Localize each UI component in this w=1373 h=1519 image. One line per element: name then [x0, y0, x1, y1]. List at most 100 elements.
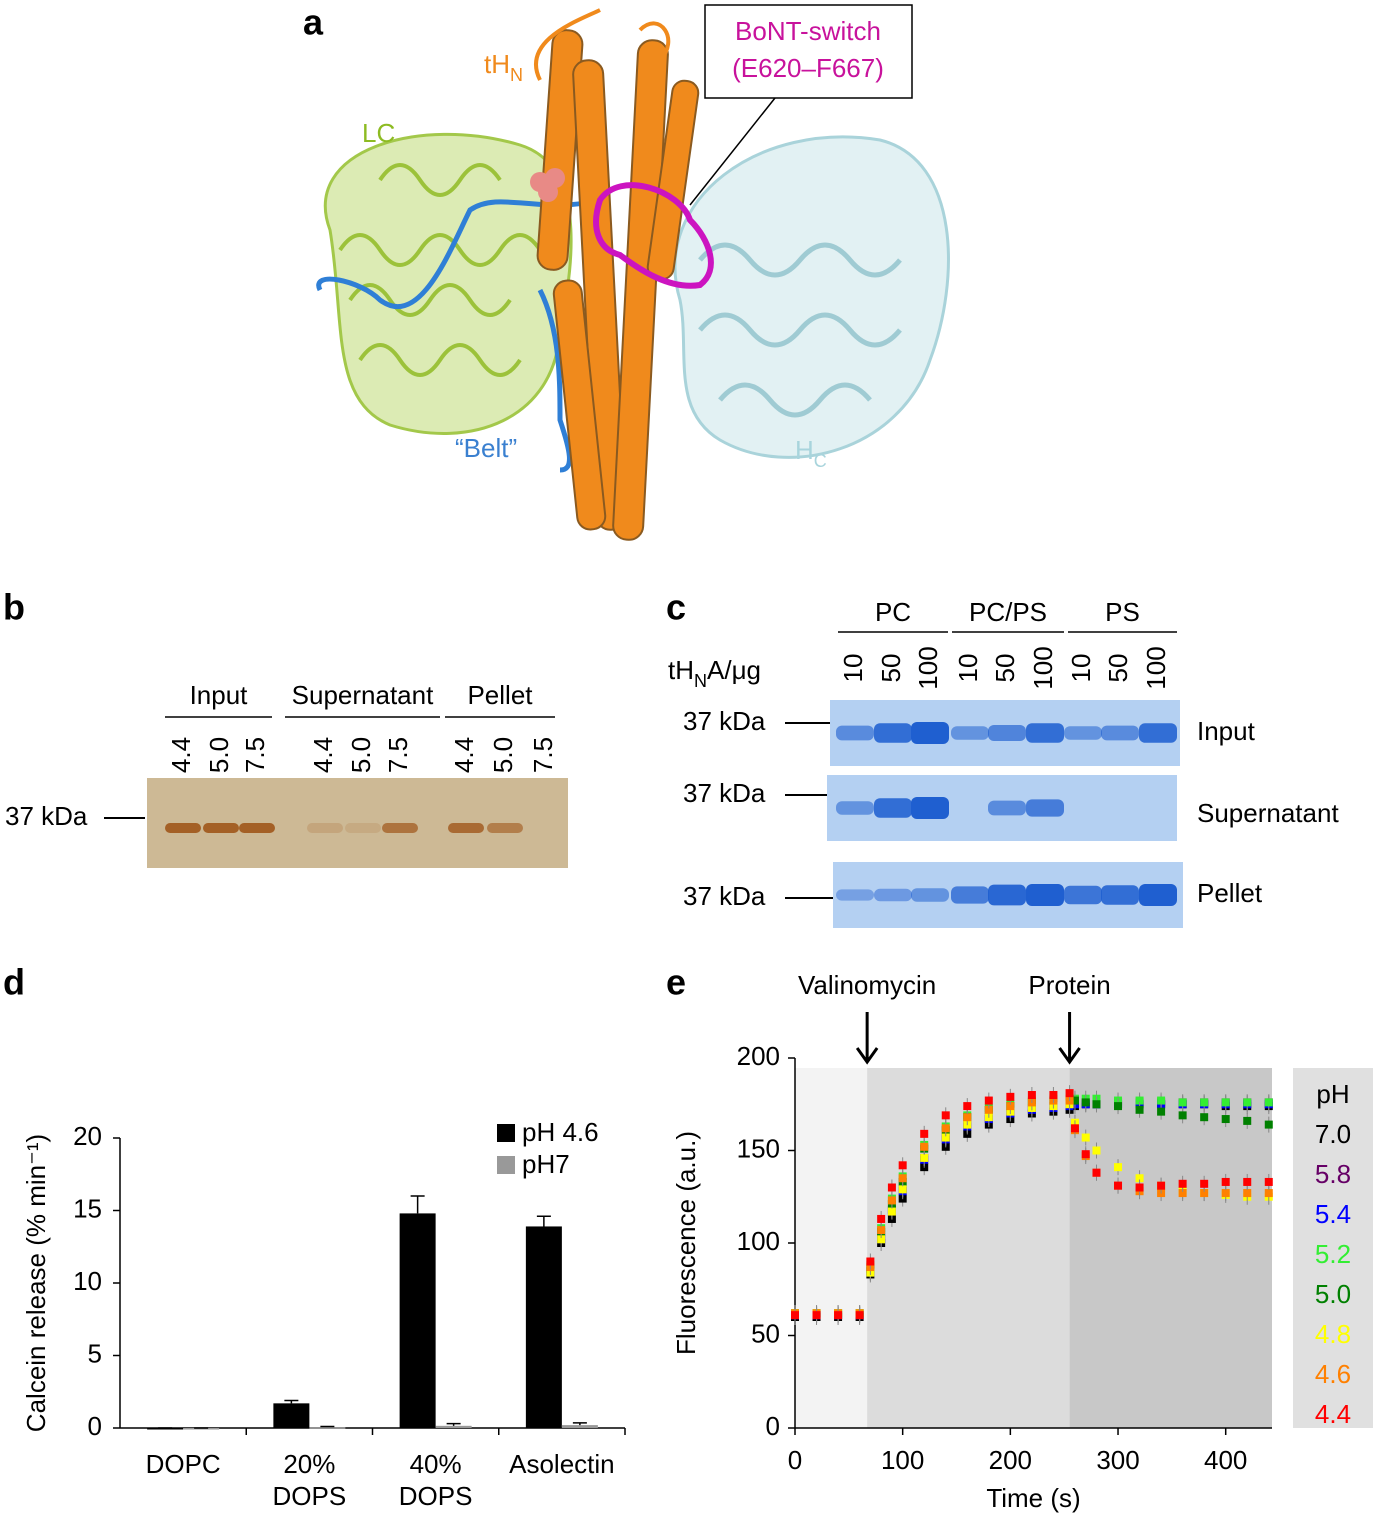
lane-label: 7.5 [240, 737, 270, 773]
lane-label: 50 [990, 654, 1020, 683]
lane-label: 5.0 [346, 737, 376, 773]
data-point [877, 1214, 886, 1223]
legend-label: 5.4 [1315, 1199, 1351, 1229]
gel-band [1139, 723, 1177, 743]
gel-band [1064, 726, 1102, 740]
data-point [941, 1111, 950, 1120]
lane-label: 10 [953, 654, 983, 683]
gel-band [988, 725, 1026, 741]
data-point [834, 1311, 843, 1320]
data-point [1178, 1189, 1187, 1198]
switch-pointer [689, 97, 776, 206]
data-point [877, 1235, 886, 1244]
data-point [1092, 1168, 1101, 1177]
label-main: H [795, 435, 814, 465]
lane-label: 10 [1066, 654, 1096, 683]
data-point [1092, 1100, 1101, 1109]
data-point [941, 1124, 950, 1133]
annotation: Valinomycin [798, 970, 936, 1000]
data-point [1070, 1124, 1079, 1133]
panel-label: a [303, 2, 324, 43]
data-point [920, 1129, 929, 1138]
group-label: PC [875, 597, 911, 627]
gel-band [951, 726, 989, 740]
bar [309, 1427, 346, 1429]
gel-band [911, 797, 949, 819]
data-point [1178, 1179, 1187, 1188]
error-bar [410, 1195, 425, 1214]
lc-coils [338, 163, 542, 377]
hc-label: HC [795, 435, 827, 471]
group-label: Input [190, 680, 249, 710]
gel-band [836, 801, 874, 815]
y-tick-label: 10 [73, 1266, 102, 1296]
error-bar [284, 1399, 299, 1404]
data-point [898, 1174, 907, 1183]
data-point [1221, 1189, 1230, 1198]
gel-band [911, 888, 949, 902]
data-point [1135, 1096, 1144, 1105]
data-point [1264, 1177, 1273, 1186]
y-axis-title: Calcein release (% min⁻¹) [21, 1134, 51, 1432]
y-tick-label: 50 [751, 1318, 780, 1348]
legend-label: 4.8 [1315, 1319, 1351, 1349]
data-point [1135, 1174, 1144, 1183]
y-tick-label: 15 [73, 1193, 102, 1223]
legend-swatch [497, 1156, 515, 1174]
gel-band [1064, 885, 1102, 905]
error-bar [536, 1215, 551, 1227]
data-point [984, 1105, 993, 1114]
gel-band [874, 798, 912, 818]
row-label: Pellet [1197, 878, 1263, 908]
marker-label: 37 kDa [683, 881, 766, 911]
row-label: Input [1197, 716, 1256, 746]
data-point [1264, 1189, 1273, 1198]
gel-band [203, 823, 239, 833]
x-tick-label: DOPC [145, 1449, 221, 1479]
lane-label: 50 [1103, 654, 1133, 683]
gel-band [345, 823, 381, 833]
data-point [920, 1142, 929, 1151]
gel-band [239, 823, 275, 833]
error-bar [572, 1422, 587, 1426]
label-rest: A/μg [707, 655, 761, 685]
y-tick-label: 20 [73, 1121, 102, 1151]
y-tick-label: 200 [737, 1041, 780, 1071]
data-point [1221, 1177, 1230, 1186]
y-tick-label: 0 [88, 1411, 102, 1441]
thn-label: tHN [484, 49, 523, 85]
data-point [1221, 1098, 1230, 1107]
gel-band [1101, 885, 1139, 905]
data-point [1264, 1120, 1273, 1129]
gel-band [874, 723, 912, 743]
gel-band [836, 725, 874, 741]
data-point [963, 1102, 972, 1111]
data-point [1006, 1102, 1015, 1111]
legend-label: 4.6 [1315, 1359, 1351, 1389]
bar [525, 1226, 562, 1428]
gel-band [1026, 799, 1064, 817]
data-point [1065, 1089, 1074, 1098]
gel-band [165, 823, 201, 833]
data-point [1200, 1189, 1209, 1198]
bar [273, 1403, 310, 1428]
amount-label: tHNA/μg [668, 655, 761, 691]
lane-label: 5.0 [204, 737, 234, 773]
data-point [1243, 1189, 1252, 1198]
lane-label: 100 [1141, 646, 1171, 689]
panel-label: c [666, 587, 686, 628]
legend-label: 4.4 [1315, 1399, 1351, 1429]
lane-label: 10 [838, 654, 868, 683]
legend-label: 7.0 [1315, 1119, 1351, 1149]
label-sub: N [510, 65, 523, 85]
gel-band [1026, 723, 1064, 743]
data-point [855, 1311, 864, 1320]
data-point [898, 1161, 907, 1170]
legend-label: 5.8 [1315, 1159, 1351, 1189]
gel-band [448, 823, 484, 833]
data-point [812, 1311, 821, 1320]
panel-label: b [3, 587, 25, 628]
legend-label: 5.2 [1315, 1239, 1351, 1269]
legend-box [1293, 1068, 1373, 1428]
